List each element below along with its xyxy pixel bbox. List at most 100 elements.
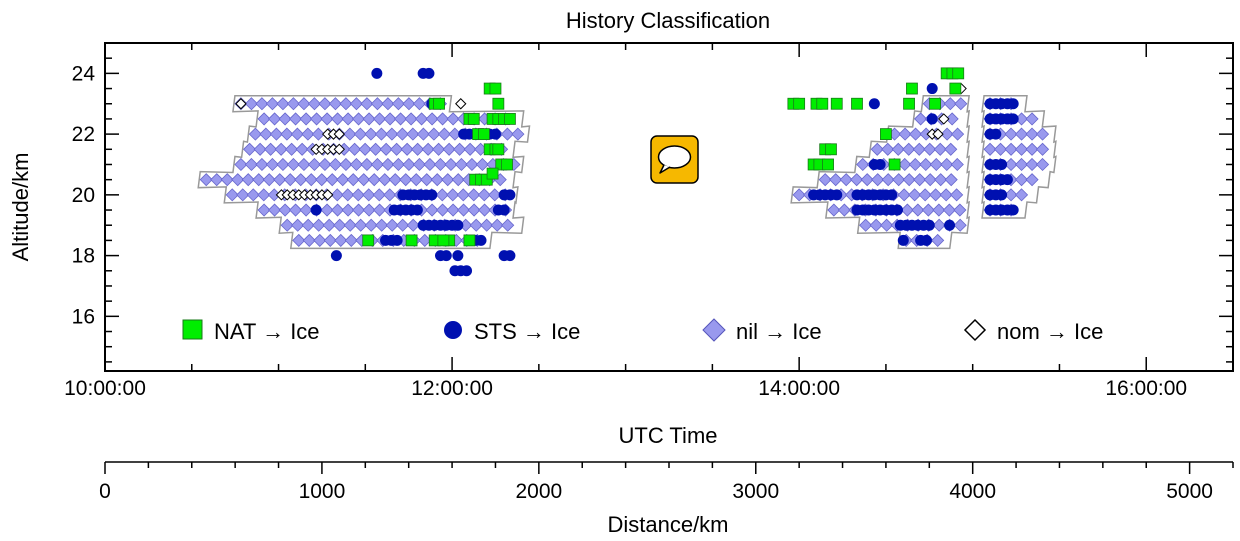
nil-ice-point [404,112,418,126]
nil-ice-point [446,188,460,202]
nil-ice-point [441,173,455,187]
plot-frame [104,42,1234,372]
distance-axis: 0 1000 2000 3000 4000 5000 [99,461,1234,503]
nil-ice-point [353,127,367,141]
nil-ice-point [425,203,439,217]
sts-ice-point [831,189,843,201]
nil-ice-point [289,112,303,126]
nil-ice-point [437,127,451,141]
nil-ice-point [390,142,404,156]
nil-ice-point [898,157,912,172]
nil-ice-point [234,157,248,172]
nat-ice-point [504,113,516,125]
nil-ice-point [276,157,290,172]
nil-ice-point [860,173,874,187]
nil-ice-point [257,112,271,126]
nat-ice-point [501,158,513,171]
nil-ice-point [409,173,423,187]
nil-ice-point [453,142,467,156]
sts-ice-point [310,204,322,216]
nil-ice-point [467,203,481,217]
nil-ice-point [880,218,894,232]
nil-ice-point [244,157,259,172]
nil-ice-point [304,173,318,187]
y-axis-label: Altitude/km [8,153,33,262]
nil-ice-point [897,188,911,202]
nom-ice-point [932,128,944,140]
legend-marker-nil [702,318,726,342]
nat-ice-point [830,97,843,110]
nil-ice-point [348,142,362,156]
cloud-outline [790,94,971,250]
nil-ice-point [257,203,271,217]
legend-label-nom: nom → Ice [997,319,1103,344]
nil-ice-point [1004,142,1018,156]
nil-ice-point [302,233,316,247]
speech-bubble-icon[interactable] [650,135,699,184]
nil-ice-point [402,97,416,111]
nil-ice-point [244,97,259,111]
nat-ice-point [492,97,505,110]
x2-tick-label: 5000 [1166,480,1213,503]
sts-ice-point [461,265,473,277]
nil-ice-point [1014,188,1029,202]
nil-ice-point [488,188,502,202]
legend-label-nil: nil → Ice [736,319,822,344]
nil-ice-point [375,218,389,232]
nil-ice-point [416,127,430,141]
nil-ice-point [364,218,378,232]
x2-tick-label: 3000 [732,480,779,503]
nil-ice-point [357,173,371,187]
sts-ice-point [926,83,938,95]
nil-ice-point [370,157,385,172]
sts-ice-point [1001,174,1013,186]
nil-ice-point [383,188,397,202]
nil-ice-point [412,157,427,172]
nil-ice-point [373,112,387,126]
x2-tick-label: 2000 [515,480,562,503]
classified-points [235,67,1019,277]
nil-ice-point [362,188,376,202]
sts-ice-point [926,113,938,125]
legend-label-sts: STS → Ice [474,319,580,344]
x2-tick-label: 4000 [949,480,996,503]
nil-ice-point [373,203,387,217]
nil-ice-point [358,142,372,156]
nil-ice-point [829,173,843,187]
nil-ice-point [931,233,945,247]
nil-ice-point [328,97,343,111]
nil-ice-point [307,157,322,172]
nil-ice-point [259,127,273,141]
sts-ice-point [886,189,898,201]
nil-ice-point [320,112,334,126]
x-tick-label: 10:00:00 [64,377,146,400]
nil-ice-point [818,173,832,187]
nil-ice-point [252,173,266,187]
nil-ice-point [274,142,288,156]
nil-ice-point [1004,157,1018,172]
nil-ice-point [433,157,448,172]
nil-ice-point [934,173,948,187]
nil-ice-point [944,142,958,156]
nat-ice-point [851,97,863,110]
nil-ice-point [430,173,444,187]
nil-ice-point [379,142,393,156]
nil-ice-point [411,142,425,156]
nil-ice-point [199,173,213,187]
y-tick-label: 22 [72,123,95,146]
nil-ice-point [395,127,409,141]
nom-ice-point [455,98,467,110]
nil-ice-point [334,233,348,247]
nil-ice-point [435,188,449,202]
nat-ice-point [486,167,499,180]
nil-ice-point [432,142,446,156]
nil-ice-point [839,173,853,187]
nil-ice-point [220,173,234,187]
nil-ice-point [370,97,385,111]
nil-ice-point [827,203,841,217]
x-tick-label: 16:00:00 [1105,377,1187,400]
nil-ice-point [262,173,276,187]
nil-ice-point [914,112,928,126]
nil-ice-point [352,203,366,217]
nil-ice-point [402,157,416,172]
